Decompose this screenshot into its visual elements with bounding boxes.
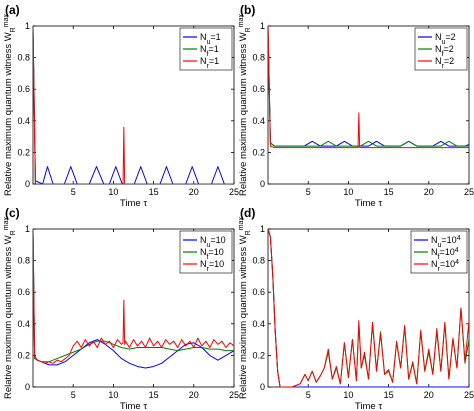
series-lines <box>268 26 469 149</box>
legend-label: Nr=2 <box>435 56 454 70</box>
series-line-u <box>33 229 234 369</box>
y-tick-label: 1 <box>25 21 30 31</box>
y-tick-label: 0 <box>260 179 265 189</box>
panel-label: (d) <box>240 206 255 220</box>
x-axis-label: Time τ <box>355 198 382 209</box>
series-line-r <box>33 26 234 184</box>
x-tick-label: 20 <box>189 390 199 400</box>
y-tick-label: 0.4 <box>17 319 30 329</box>
y-tick-label: 0.4 <box>252 319 265 329</box>
x-tick-label: 10 <box>343 390 353 400</box>
y-tick-label: 1 <box>25 224 30 234</box>
series-line-r <box>268 26 469 149</box>
x-tick-label: 10 <box>108 187 118 197</box>
y-tick-label: 0.8 <box>252 53 265 63</box>
y-tick-label: 0 <box>260 382 265 392</box>
legend-label: Nr=104 <box>431 259 459 273</box>
y-tick-label: 0.4 <box>252 116 265 126</box>
legend-label: Nu=104 <box>431 235 461 249</box>
y-tick-label: 0.6 <box>252 287 265 297</box>
legend: Nu=2Nf=2Nr=2 <box>414 27 468 71</box>
x-tick-label: 10 <box>343 187 353 197</box>
y-tick-label: 0.8 <box>17 53 30 63</box>
series-line-r <box>33 229 234 364</box>
x-tick-label: 15 <box>384 390 394 400</box>
y-axis-label: Relative maximum quantum witness WRmax <box>3 217 17 399</box>
x-tick-label: 25 <box>229 390 239 400</box>
series-lines <box>33 26 234 184</box>
y-axis-label: Relative maximum quantum witness WRmax <box>3 14 17 196</box>
y-axis-label: Relative maximum quantum witness WRmax <box>238 14 252 196</box>
panel-label: (a) <box>5 3 20 17</box>
legend-label: Nu=2 <box>435 32 456 46</box>
x-tick-label: 20 <box>189 187 199 197</box>
x-tick-label: 25 <box>464 390 474 400</box>
x-tick-label: 5 <box>306 390 311 400</box>
legend-label: Nf=104 <box>431 247 459 261</box>
y-tick-label: 1 <box>260 224 265 234</box>
series-lines <box>268 229 469 387</box>
x-axis-label: Time τ <box>355 401 382 411</box>
x-tick-label: 25 <box>464 187 474 197</box>
x-tick-label: 15 <box>384 187 394 197</box>
y-tick-label: 0.8 <box>17 256 30 266</box>
y-tick-label: 0.2 <box>17 147 30 157</box>
series-line-f <box>268 26 469 147</box>
x-tick-label: 15 <box>149 187 159 197</box>
x-tick-label: 5 <box>71 187 76 197</box>
panel-label: (c) <box>5 206 20 220</box>
series-lines <box>33 229 234 369</box>
y-tick-label: 0.8 <box>252 256 265 266</box>
x-tick-label: 20 <box>424 390 434 400</box>
x-tick-label: 10 <box>108 390 118 400</box>
y-tick-label: 0 <box>25 179 30 189</box>
legend-label: Nf=10 <box>200 247 224 261</box>
y-tick-label: 0.4 <box>17 116 30 126</box>
legend-label: Nr=10 <box>200 259 224 273</box>
y-tick-label: 0.2 <box>17 350 30 360</box>
y-tick-label: 0.6 <box>17 84 30 94</box>
legend-label: Nf=2 <box>435 44 454 58</box>
x-axis-label: Time τ <box>120 401 147 411</box>
x-axis-label: Time τ <box>120 198 147 209</box>
series-line-f <box>33 229 234 363</box>
legend-label: Nf=1 <box>200 44 219 58</box>
x-tick-label: 20 <box>424 187 434 197</box>
panel-label: (b) <box>240 3 255 17</box>
legend-label: Nu=1 <box>200 32 221 46</box>
y-tick-label: 1 <box>260 21 265 31</box>
x-tick-label: 5 <box>306 187 311 197</box>
legend-label: Nr=1 <box>200 56 219 70</box>
y-tick-label: 0.6 <box>17 287 30 297</box>
x-tick-label: 5 <box>71 390 76 400</box>
legend: Nu=1Nf=1Nr=1 <box>179 27 233 71</box>
y-tick-label: 0.2 <box>252 350 265 360</box>
x-tick-label: 25 <box>229 187 239 197</box>
y-tick-label: 0.2 <box>252 147 265 157</box>
y-tick-label: 0.6 <box>252 84 265 94</box>
y-axis-label: Relative maximum quantum witness WRmax <box>238 217 252 399</box>
series-line-r <box>268 229 469 387</box>
legend-label: Nu=10 <box>200 235 226 249</box>
y-tick-label: 0 <box>25 382 30 392</box>
x-tick-label: 15 <box>149 390 159 400</box>
